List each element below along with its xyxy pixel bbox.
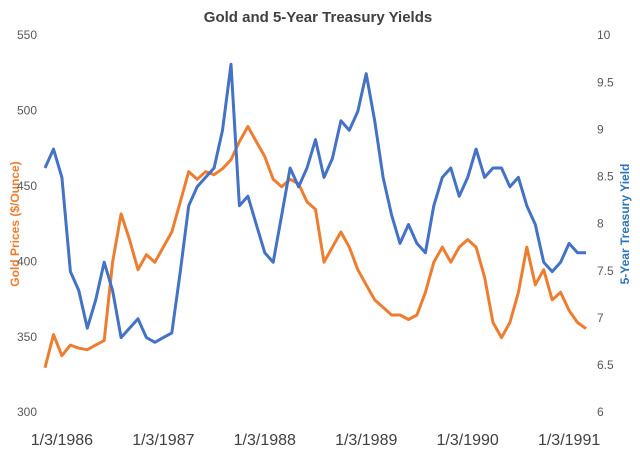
y2-tick-label: 8: [597, 217, 604, 231]
y-tick-label: 500: [17, 104, 37, 118]
y-tick-label: 550: [17, 28, 37, 42]
x-tick-label: 1/3/1986: [31, 432, 93, 449]
y-tick-label: 350: [17, 330, 37, 344]
y2-tick-label: 6.5: [597, 358, 614, 372]
y2-tick-label: 9: [597, 122, 604, 136]
y2-axis-title: 5-Year Treasury Yield: [618, 164, 632, 285]
x-tick-label: 1/3/1987: [132, 432, 194, 449]
x-tick-label: 1/3/1989: [335, 432, 397, 449]
y2-tick-label: 9.5: [597, 75, 614, 89]
y-tick-label: 450: [17, 179, 37, 193]
chart-title: Gold and 5-Year Treasury Yields: [204, 9, 432, 26]
series-line: [43, 125, 587, 369]
x-tick-label: 1/3/1990: [437, 432, 499, 449]
y2-tick-label: 7: [597, 311, 604, 325]
series-line: [43, 62, 586, 344]
y2-tick-label: 10: [597, 28, 611, 42]
y-axis-title: Gold Prices ($/Ounce): [8, 161, 22, 286]
y-tick-label: 300: [17, 405, 37, 419]
y2-tick-label: 8.5: [597, 170, 614, 184]
x-tick-label: 1/3/1991: [538, 432, 600, 449]
y2-tick-label: 7.5: [597, 264, 614, 278]
y2-tick-label: 6: [597, 405, 604, 419]
x-tick-label: 1/3/1988: [234, 432, 296, 449]
y-tick-label: 400: [17, 254, 37, 268]
